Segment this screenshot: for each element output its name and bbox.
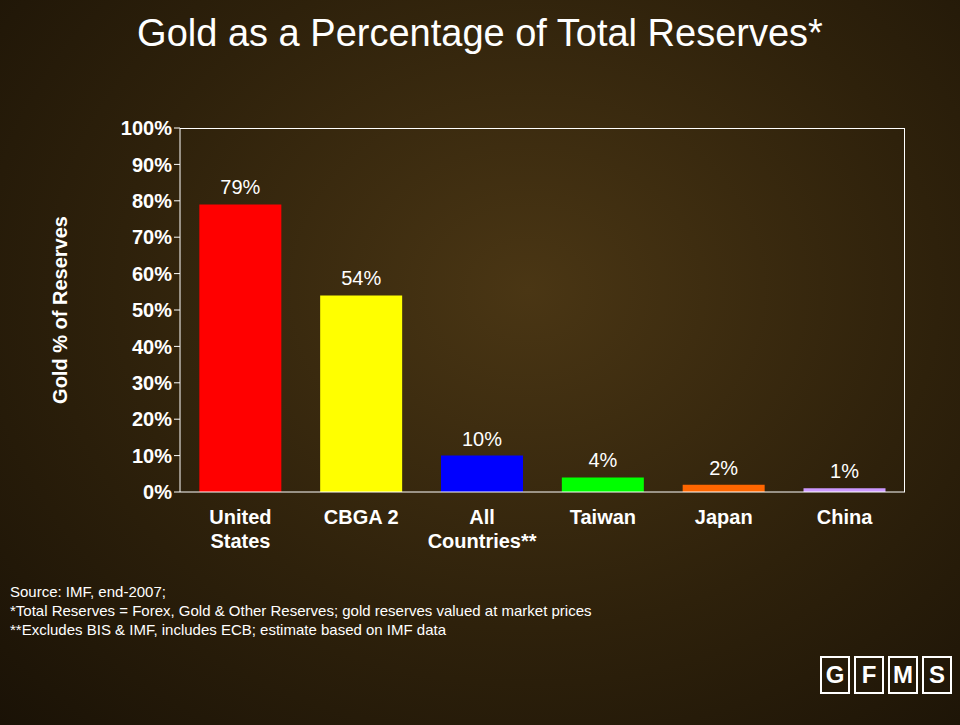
html-text:Gold as a Percentage of Total: Gold as a Percentage of Total Reserves* [137,12,823,54]
svg-text:10%: 10% [132,445,172,467]
html-text:F: F [861,661,877,688]
svg-text:4%: 4% [588,449,617,471]
svg-text:AllCountries**: AllCountries** [428,506,537,552]
svg-text:0%: 0% [143,481,172,503]
svg-text:100%: 100% [121,117,172,139]
svg-text:2%: 2% [709,457,738,479]
svg-text:40%: 40% [132,336,172,358]
svg-text:UnitedStates: UnitedStates [209,506,271,552]
svg-text:10%: 10% [462,428,502,450]
svg-text:CBGA 2: CBGA 2 [324,506,399,528]
html-text:G: G [825,661,845,688]
html-text:Source: IMF, end-2007;: Source: IMF, end-2007; [10,583,166,600]
html-text:*Total Reserves = Forex, Gold: *Total Reserves = Forex, Gold & Other Re… [10,602,592,619]
svg-text:70%: 70% [132,226,172,248]
svg-text:90%: 90% [132,154,172,176]
html-text:**Excludes BIS & IMF, includes: **Excludes BIS & IMF, includes ECB; esti… [10,621,446,638]
html-text:M: M [893,661,913,688]
svg-text:54%: 54% [341,267,381,289]
svg-text:China: China [817,506,873,528]
html-text:S: S [929,661,945,688]
svg-text:1%: 1% [830,460,859,482]
svg-text:79%: 79% [220,176,260,198]
svg-text:80%: 80% [132,190,172,212]
html-text:Gold % of Reserves: Gold % of Reserves [49,216,71,404]
svg-text:30%: 30% [132,372,172,394]
svg-text:Japan: Japan [695,506,753,528]
svg-text:Taiwan: Taiwan [570,506,636,528]
svg-text:20%: 20% [132,408,172,430]
svg-text:60%: 60% [132,263,172,285]
svg-text:50%: 50% [132,299,172,321]
